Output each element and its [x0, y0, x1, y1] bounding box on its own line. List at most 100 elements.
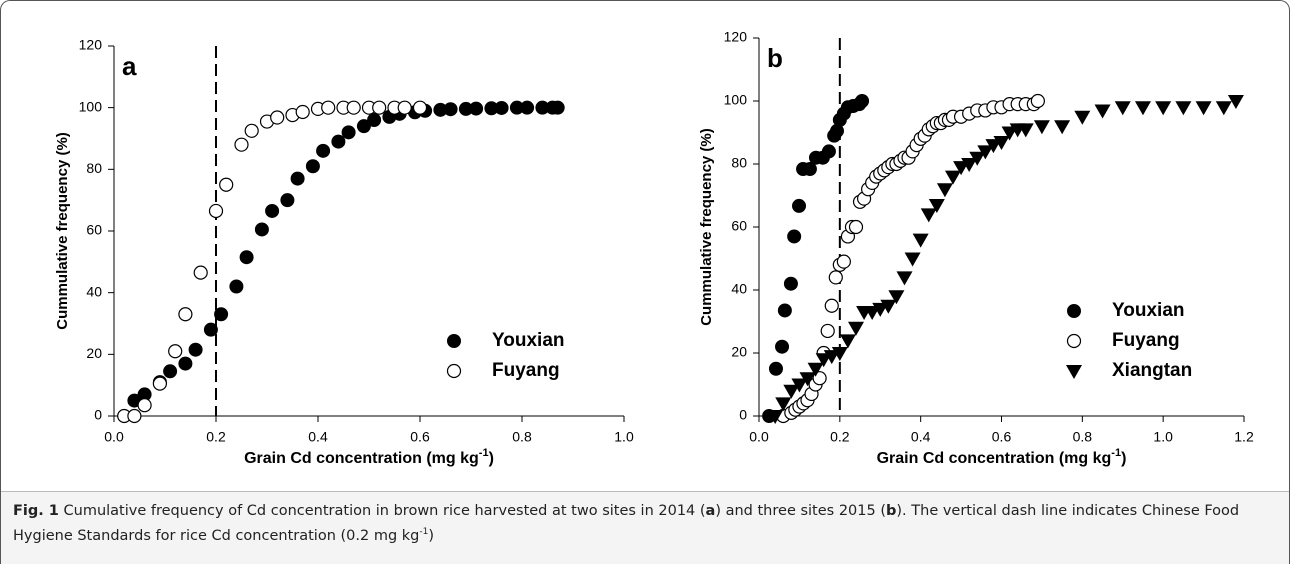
caption-text: ) and three sites 2015 ( — [715, 503, 886, 519]
point — [1155, 101, 1172, 116]
point — [1030, 93, 1045, 109]
point — [799, 372, 816, 387]
point — [244, 123, 259, 138]
point — [783, 276, 798, 291]
legend-marker — [446, 363, 462, 379]
point — [270, 110, 285, 125]
point — [836, 254, 851, 269]
point — [239, 250, 254, 265]
point — [254, 222, 269, 237]
y-tick-label: 20 — [731, 344, 747, 360]
point — [295, 104, 310, 120]
point — [807, 362, 824, 377]
x-axis-label-part: Grain Cd concentration (mg kg — [877, 450, 1112, 467]
caption-text: -1 — [419, 527, 429, 537]
point — [775, 339, 790, 354]
legend-label: Fuyang — [492, 360, 560, 381]
x-tick-label: 0.2 — [206, 429, 226, 445]
point — [993, 135, 1010, 150]
point — [791, 378, 808, 393]
point — [265, 203, 280, 218]
point — [945, 170, 961, 185]
y-tick-label: 0 — [94, 407, 102, 423]
point — [280, 193, 295, 208]
point — [412, 100, 428, 115]
caption-text: b — [886, 503, 897, 519]
point — [443, 102, 458, 117]
x-axis-label-part: -1 — [479, 447, 489, 459]
point — [888, 290, 905, 305]
y-tick-label: 40 — [86, 283, 102, 299]
x-tick-label: 1.0 — [1153, 429, 1173, 445]
series — [117, 100, 428, 424]
x-tick-label: 0.4 — [911, 429, 931, 445]
point — [848, 321, 864, 336]
x-axis-label-part: ) — [489, 450, 494, 467]
point — [1114, 101, 1131, 116]
y-tick-label: 100 — [79, 98, 103, 114]
y-tick-label: 80 — [731, 155, 747, 171]
point — [821, 144, 836, 159]
x-axis-label-part: ) — [1121, 450, 1126, 467]
point — [792, 198, 807, 213]
point — [341, 125, 356, 140]
y-tick-label: 0 — [739, 407, 747, 423]
point — [1074, 110, 1091, 125]
point — [787, 229, 802, 244]
point — [321, 100, 336, 115]
legend-marker — [447, 334, 461, 348]
caption: Fig. 1 Cumulative frequency of Cd concen… — [1, 491, 1289, 564]
y-tick-label: 60 — [86, 222, 102, 238]
point — [824, 298, 839, 313]
point — [346, 100, 361, 115]
point — [904, 252, 921, 267]
legend-marker — [1066, 365, 1082, 379]
x-axis-label: Grain Cd concentration (mg kg-1) — [877, 447, 1127, 467]
y-tick-label: 120 — [79, 37, 103, 53]
point — [137, 398, 152, 413]
point — [356, 119, 371, 134]
point — [880, 299, 897, 314]
point — [305, 159, 320, 174]
point — [896, 271, 913, 286]
x-tick-label: 0.0 — [104, 429, 124, 445]
point — [208, 203, 224, 219]
point — [520, 100, 535, 115]
caption-text: Fig. 1 — [13, 503, 59, 519]
series — [776, 93, 1045, 424]
y-axis-label: Cummulative frequency (%) — [54, 132, 71, 330]
point — [783, 384, 800, 399]
x-tick-label: 0.4 — [308, 429, 328, 445]
legend-marker — [1067, 304, 1081, 318]
point — [178, 307, 193, 322]
point — [777, 303, 792, 318]
point — [839, 334, 856, 349]
point — [316, 143, 331, 158]
caption-text: Cumulative frequency of Cd concentration… — [58, 503, 706, 519]
x-tick-label: 0.2 — [830, 429, 850, 445]
point — [1215, 101, 1232, 116]
point — [1094, 104, 1111, 119]
y-tick-label: 40 — [731, 281, 747, 297]
point — [193, 265, 208, 280]
y-tick-label: 100 — [724, 92, 748, 108]
point — [820, 323, 835, 339]
point — [290, 171, 305, 186]
series — [767, 95, 1244, 424]
legend-label: Fuyang — [1112, 330, 1180, 351]
point — [469, 101, 484, 116]
x-axis-label: Grain Cd concentration (mg kg-1) — [244, 447, 494, 467]
point — [928, 198, 945, 213]
x-tick-label: 1.2 — [1234, 429, 1254, 445]
x-tick-label: 0.6 — [410, 429, 430, 445]
y-tick-label: 20 — [86, 345, 102, 361]
series — [762, 94, 870, 423]
x-tick-label: 0.8 — [512, 429, 532, 445]
point — [234, 137, 249, 152]
point — [331, 134, 346, 149]
point — [1227, 95, 1244, 109]
point — [163, 364, 178, 379]
point — [367, 113, 382, 127]
point — [1033, 120, 1050, 135]
